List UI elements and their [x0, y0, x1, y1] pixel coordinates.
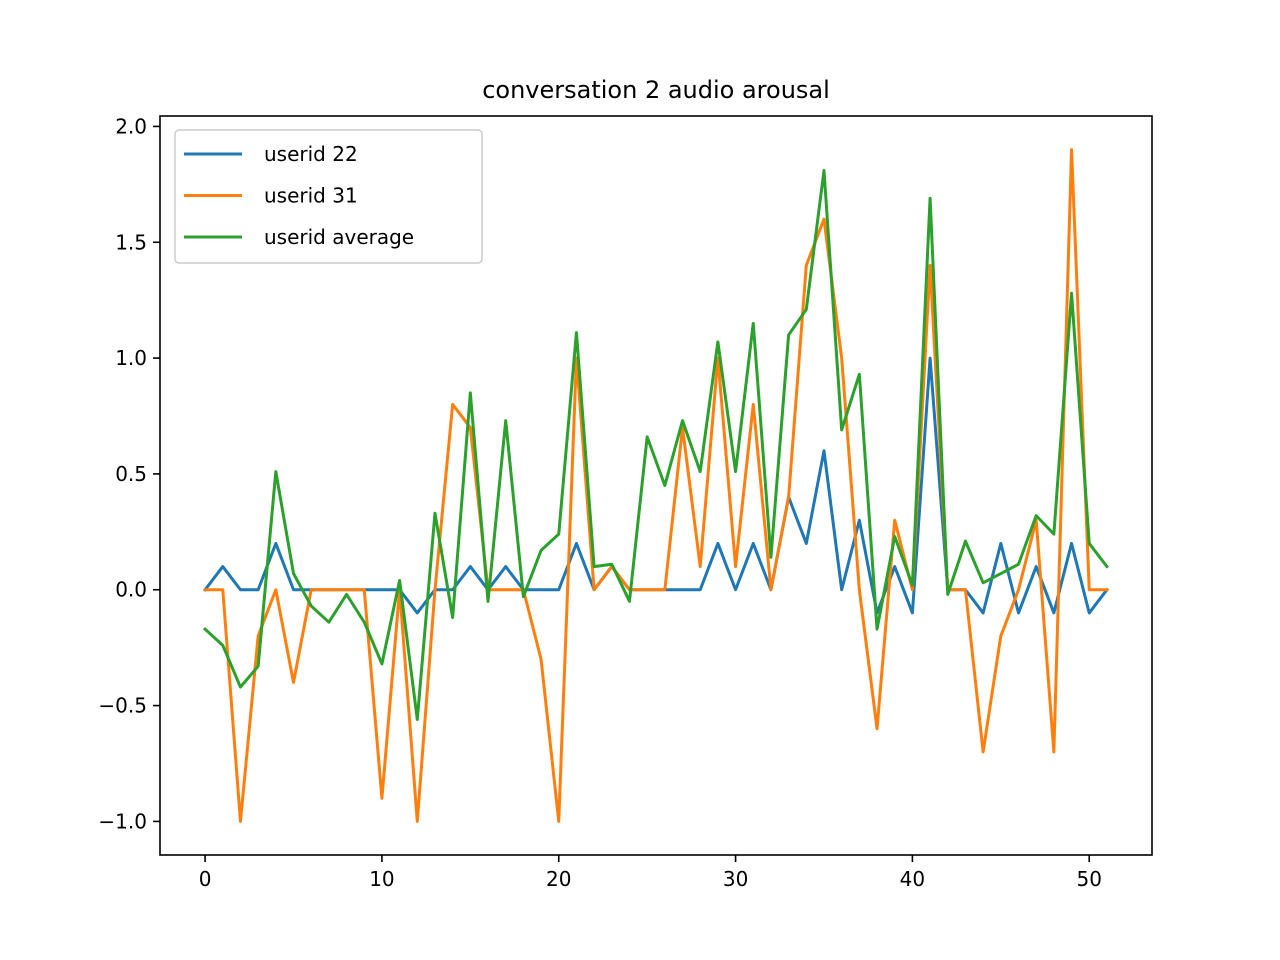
x-tick-label: 10 — [369, 867, 394, 891]
legend-box — [174, 129, 483, 264]
x-axis: 0 10 20 30 40 50 — [199, 855, 1102, 891]
x-tick-label: 20 — [546, 867, 571, 891]
plot-frame — [159, 115, 1153, 856]
series-layer — [202, 148, 1110, 823]
x-tick-label: 30 — [723, 867, 748, 891]
y-tick-label: 0.0 — [115, 578, 147, 602]
chart-title: conversation 2 audio arousal — [482, 76, 830, 104]
y-tick-label: 1.5 — [115, 230, 147, 254]
y-axis: −1.0 −0.5 0.0 0.5 1.0 1.5 2.0 — [98, 114, 160, 833]
legend-label-2: userid average — [264, 225, 414, 249]
series-line-2 — [202, 168, 1110, 721]
legend: userid 22 userid 31 userid average — [174, 129, 483, 264]
legend-label-0: userid 22 — [264, 142, 358, 166]
y-tick-label: 0.5 — [115, 462, 147, 486]
y-tick-label: 1.0 — [115, 346, 147, 370]
y-tick-label: −0.5 — [98, 694, 147, 718]
y-tick-label: 2.0 — [115, 114, 147, 138]
x-tick-label: 40 — [900, 867, 925, 891]
x-tick-label: 0 — [199, 867, 212, 891]
y-tick-label: −1.0 — [98, 809, 147, 833]
series-line-1 — [203, 148, 1109, 823]
x-tick-label: 50 — [1076, 867, 1101, 891]
legend-label-1: userid 31 — [264, 184, 358, 208]
